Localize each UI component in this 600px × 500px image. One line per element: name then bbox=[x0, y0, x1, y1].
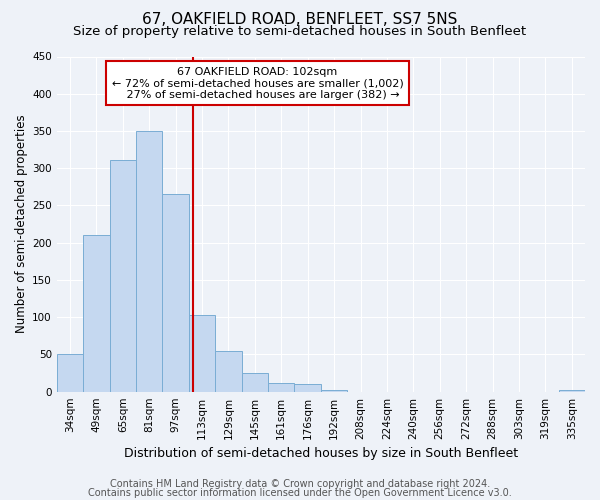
Text: Contains public sector information licensed under the Open Government Licence v3: Contains public sector information licen… bbox=[88, 488, 512, 498]
Text: 67, OAKFIELD ROAD, BENFLEET, SS7 5NS: 67, OAKFIELD ROAD, BENFLEET, SS7 5NS bbox=[142, 12, 458, 28]
Bar bbox=[242, 373, 268, 392]
Bar bbox=[163, 194, 189, 392]
Text: 67 OAKFIELD ROAD: 102sqm
← 72% of semi-detached houses are smaller (1,002)
   27: 67 OAKFIELD ROAD: 102sqm ← 72% of semi-d… bbox=[112, 66, 403, 100]
Bar bbox=[215, 350, 242, 392]
Text: Size of property relative to semi-detached houses in South Benfleet: Size of property relative to semi-detach… bbox=[73, 25, 527, 38]
Bar bbox=[321, 390, 347, 392]
Bar bbox=[110, 160, 136, 392]
Bar bbox=[136, 131, 163, 392]
Bar bbox=[57, 354, 83, 392]
Bar bbox=[295, 384, 321, 392]
Text: Contains HM Land Registry data © Crown copyright and database right 2024.: Contains HM Land Registry data © Crown c… bbox=[110, 479, 490, 489]
Bar bbox=[189, 315, 215, 392]
X-axis label: Distribution of semi-detached houses by size in South Benfleet: Distribution of semi-detached houses by … bbox=[124, 447, 518, 460]
Y-axis label: Number of semi-detached properties: Number of semi-detached properties bbox=[15, 115, 28, 334]
Bar bbox=[268, 382, 295, 392]
Bar bbox=[559, 390, 585, 392]
Bar bbox=[83, 236, 110, 392]
